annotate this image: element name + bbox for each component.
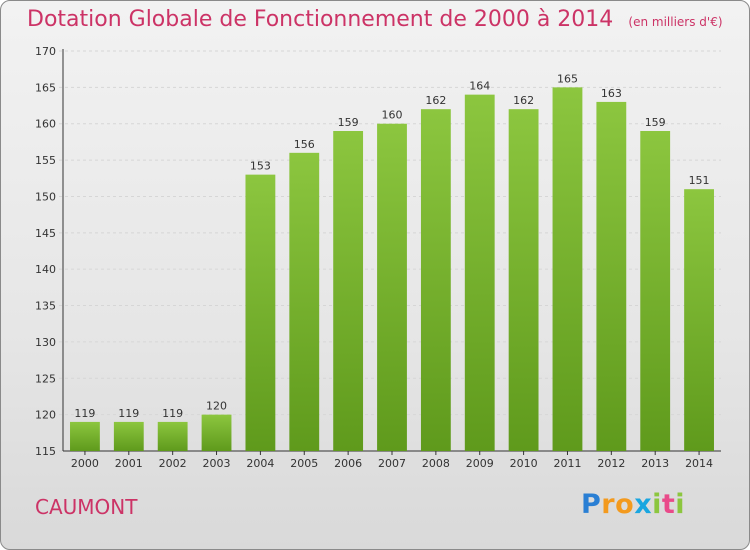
data-label: 162 bbox=[425, 94, 446, 107]
bar bbox=[157, 421, 188, 451]
data-label: 162 bbox=[513, 94, 534, 107]
x-tick-label: 2007 bbox=[378, 457, 406, 470]
chart-title: Dotation Globale de Fonctionnement de 20… bbox=[27, 7, 614, 32]
x-tick-label: 2014 bbox=[685, 457, 713, 470]
bar bbox=[377, 123, 407, 452]
data-label: 165 bbox=[557, 72, 578, 85]
x-tick-label: 2000 bbox=[71, 457, 99, 470]
x-tick-label: 2010 bbox=[510, 457, 538, 470]
x-tick-label: 2011 bbox=[553, 457, 581, 470]
data-label: 156 bbox=[294, 138, 315, 151]
y-tick-label: 125 bbox=[35, 372, 56, 385]
bar bbox=[70, 421, 100, 451]
y-tick-label: 140 bbox=[35, 263, 56, 276]
y-tick-label: 145 bbox=[35, 227, 56, 240]
data-label: 119 bbox=[74, 407, 95, 420]
y-tick-label: 170 bbox=[35, 45, 56, 58]
y-tick-label: 150 bbox=[35, 190, 56, 203]
x-tick-label: 2013 bbox=[641, 457, 669, 470]
x-tick-label: 2002 bbox=[159, 457, 187, 470]
bar bbox=[113, 421, 144, 451]
bar bbox=[552, 87, 583, 451]
y-tick-label: 130 bbox=[35, 336, 56, 349]
y-tick-label: 155 bbox=[35, 154, 56, 167]
x-tick-label: 2005 bbox=[290, 457, 318, 470]
x-tick-label: 2008 bbox=[422, 457, 450, 470]
data-label: 160 bbox=[382, 109, 403, 122]
data-label: 119 bbox=[162, 407, 183, 420]
bar bbox=[333, 131, 364, 451]
y-tick-label: 115 bbox=[35, 445, 56, 458]
data-label: 119 bbox=[118, 407, 139, 420]
data-label: 151 bbox=[689, 174, 710, 187]
data-label: 159 bbox=[338, 116, 359, 129]
bar bbox=[420, 109, 451, 451]
x-tick-label: 2006 bbox=[334, 457, 362, 470]
y-tick-label: 160 bbox=[35, 118, 56, 131]
data-label: 120 bbox=[206, 400, 227, 413]
chart-unit-label: (en milliers d'€) bbox=[628, 15, 723, 29]
proxiti-logo: Proxiti bbox=[581, 489, 686, 520]
bar bbox=[289, 152, 320, 451]
data-label: 163 bbox=[601, 87, 622, 100]
x-tick-label: 2001 bbox=[115, 457, 143, 470]
bar bbox=[201, 414, 232, 451]
data-label: 159 bbox=[645, 116, 666, 129]
y-tick-label: 120 bbox=[35, 409, 56, 422]
x-tick-label: 2012 bbox=[597, 457, 625, 470]
bar bbox=[640, 131, 671, 451]
data-label: 164 bbox=[469, 80, 490, 93]
bar bbox=[684, 189, 714, 451]
data-label: 153 bbox=[250, 160, 271, 173]
chart-title-block: Dotation Globale de Fonctionnement de 20… bbox=[27, 7, 723, 32]
y-tick-label: 165 bbox=[35, 81, 56, 94]
bar bbox=[508, 109, 539, 451]
x-tick-label: 2009 bbox=[466, 457, 494, 470]
bar bbox=[464, 94, 495, 452]
bar bbox=[245, 174, 276, 452]
x-tick-label: 2003 bbox=[203, 457, 231, 470]
x-tick-label: 2004 bbox=[246, 457, 274, 470]
y-tick-label: 135 bbox=[35, 300, 56, 313]
commune-name: CAUMONT bbox=[35, 495, 138, 519]
bar bbox=[596, 101, 627, 451]
